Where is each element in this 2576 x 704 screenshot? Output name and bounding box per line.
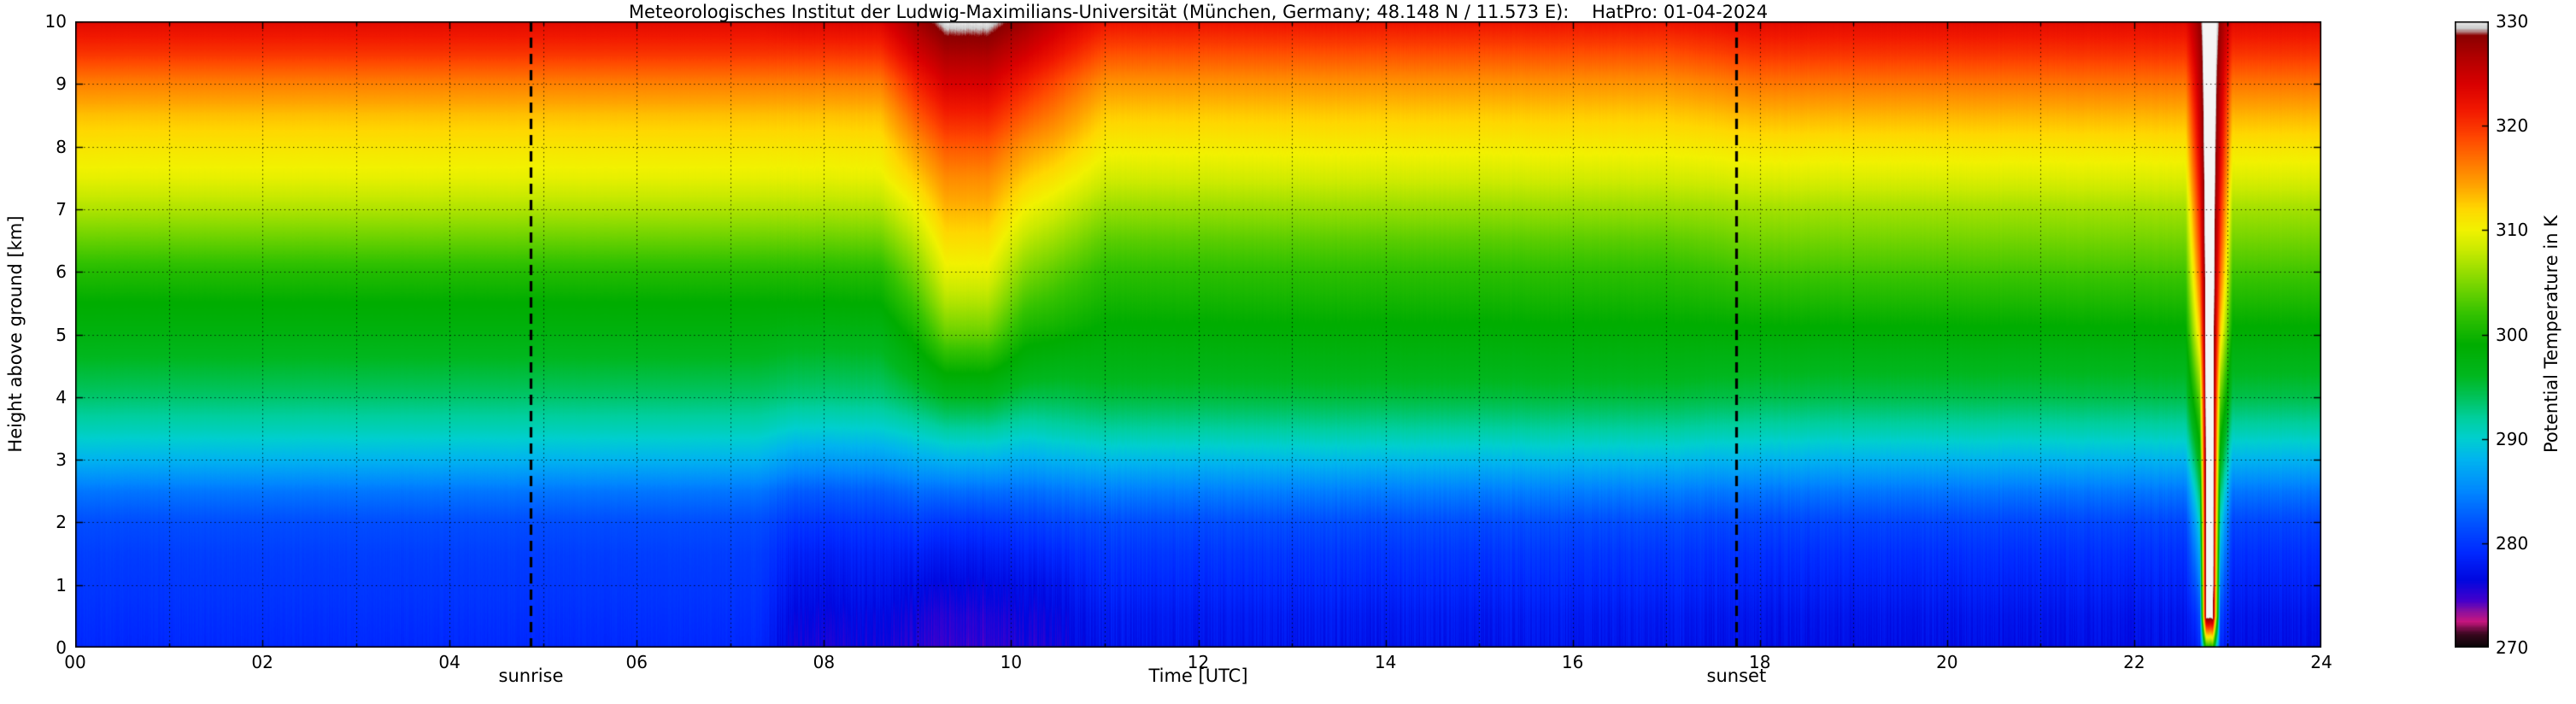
x-tick-label: 08 [813,652,836,672]
x-tick-label: 14 [1374,652,1397,672]
x-tick-label: 22 [2123,652,2145,672]
y-tick-label: 5 [56,324,67,345]
x-tick-label: 04 [438,652,461,672]
heatmap-canvas [75,21,2321,648]
x-tick-label: 00 [64,652,86,672]
colorbar-canvas [2455,21,2489,648]
y-tick-label: 6 [56,261,67,283]
colorbar-tick-label: 300 [2496,324,2529,345]
x-tick-label: 10 [1000,652,1023,672]
x-tick-label: 20 [1936,652,1958,672]
x-tick-label: 06 [625,652,648,672]
y-tick-label: 4 [56,386,67,408]
colorbar-tick-label: 280 [2496,532,2529,554]
y-tick-label: 2 [56,512,67,533]
x-tick-label: 24 [2310,652,2332,672]
colorbar-label: Potential Temperature in K [2541,215,2561,453]
x-tick-label: 12 [1187,652,1210,672]
x-axis-label: Time [UTC] [1148,666,1248,686]
x-tick-label: 16 [1561,652,1584,672]
y-tick-label: 3 [56,449,67,471]
y-tick-label: 1 [56,574,67,595]
y-tick-label: 8 [56,136,67,157]
figure-title: Meteorologisches Institut der Ludwig-Max… [628,2,1769,22]
y-tick-label: 10 [44,11,67,32]
sunset-annotation-label: sunset [1706,666,1767,686]
colorbar-tick-label: 330 [2496,11,2529,32]
colorbar-tick-label: 310 [2496,220,2529,241]
y-tick-label: 0 [56,637,67,658]
colorbar-tick-label: 270 [2496,637,2529,658]
x-tick-label: 18 [1749,652,1771,672]
colorbar-tick-label: 320 [2496,115,2529,137]
x-tick-label: 02 [251,652,273,672]
sunrise-annotation-label: sunrise [498,666,564,686]
colorbar-tick-label: 290 [2496,428,2529,449]
y-tick-label: 7 [56,198,67,220]
y-tick-label: 9 [56,73,67,95]
